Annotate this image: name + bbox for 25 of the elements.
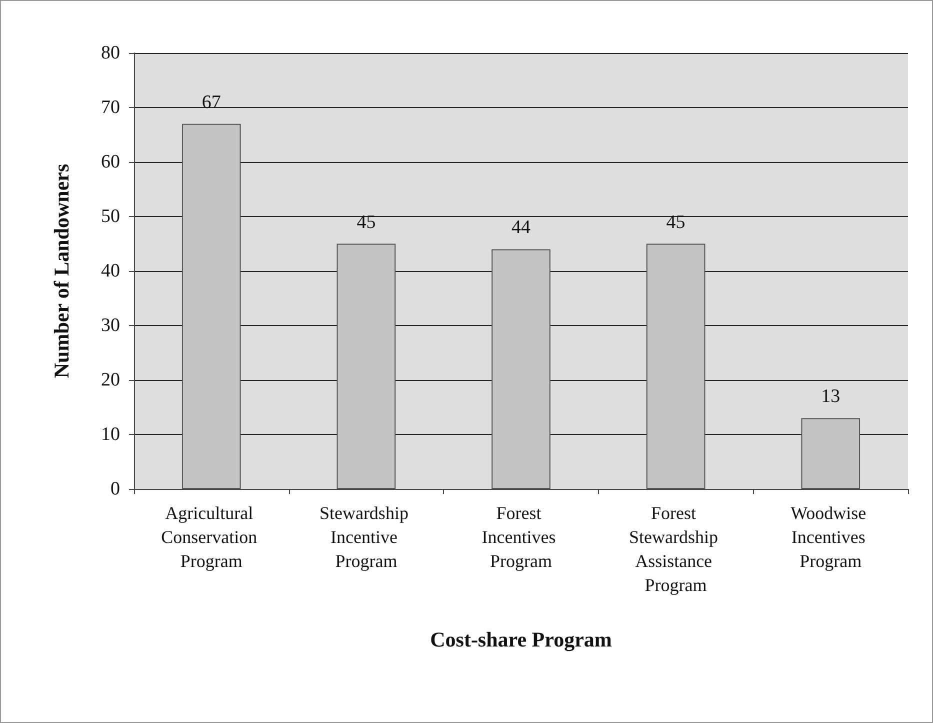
y-tick-label: 50 — [101, 206, 120, 227]
y-tick-label: 0 — [110, 478, 120, 500]
bar — [336, 244, 396, 489]
bar — [182, 124, 241, 489]
y-tick-label: 10 — [101, 424, 120, 445]
bar — [492, 249, 550, 489]
x-tick-label: Forest Stewardship Assistance Program — [629, 503, 723, 595]
bar — [801, 418, 860, 489]
y-axis-title: Number of Landowners — [50, 164, 74, 378]
y-tick-label: 60 — [101, 152, 120, 172]
y-tick-label: 30 — [101, 315, 120, 336]
data-label: 45 — [666, 212, 686, 233]
bar — [646, 244, 706, 489]
y-tick-label: 70 — [101, 97, 120, 118]
x-tick-label: Agricultural Conservation Program — [161, 503, 262, 571]
y-tick-label: 20 — [101, 370, 120, 390]
y-tick-label: 80 — [101, 42, 120, 64]
data-label: 44 — [512, 217, 531, 238]
y-tick-label: 40 — [101, 260, 120, 282]
data-label: 45 — [356, 212, 376, 233]
data-label: 13 — [821, 386, 840, 408]
x-axis-title: Cost-share Program — [430, 628, 612, 652]
x-tick-label: Stewardship Incentive Program — [319, 503, 413, 571]
x-tick-label: Forest Incentives Program — [482, 503, 560, 571]
x-tick-label: Woodwise Incentives Program — [790, 503, 871, 571]
